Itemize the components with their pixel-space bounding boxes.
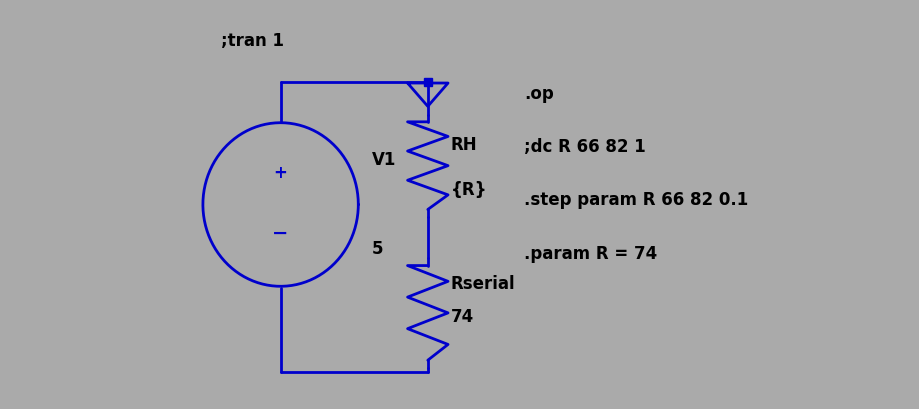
Text: ;tran 1: ;tran 1 <box>221 32 283 50</box>
Text: ;dc R 66 82 1: ;dc R 66 82 1 <box>524 138 645 156</box>
Text: 5: 5 <box>371 240 383 258</box>
Text: .step param R 66 82 0.1: .step param R 66 82 0.1 <box>524 191 748 209</box>
Text: .param R = 74: .param R = 74 <box>524 245 657 263</box>
Text: RH: RH <box>450 136 477 154</box>
Text: .op: .op <box>524 85 553 103</box>
Text: V1: V1 <box>371 151 396 169</box>
Text: +: + <box>273 164 288 182</box>
Text: −: − <box>272 224 289 243</box>
Text: {R}: {R} <box>450 181 487 199</box>
Text: 74: 74 <box>450 308 473 326</box>
Text: Rserial: Rserial <box>450 275 515 293</box>
